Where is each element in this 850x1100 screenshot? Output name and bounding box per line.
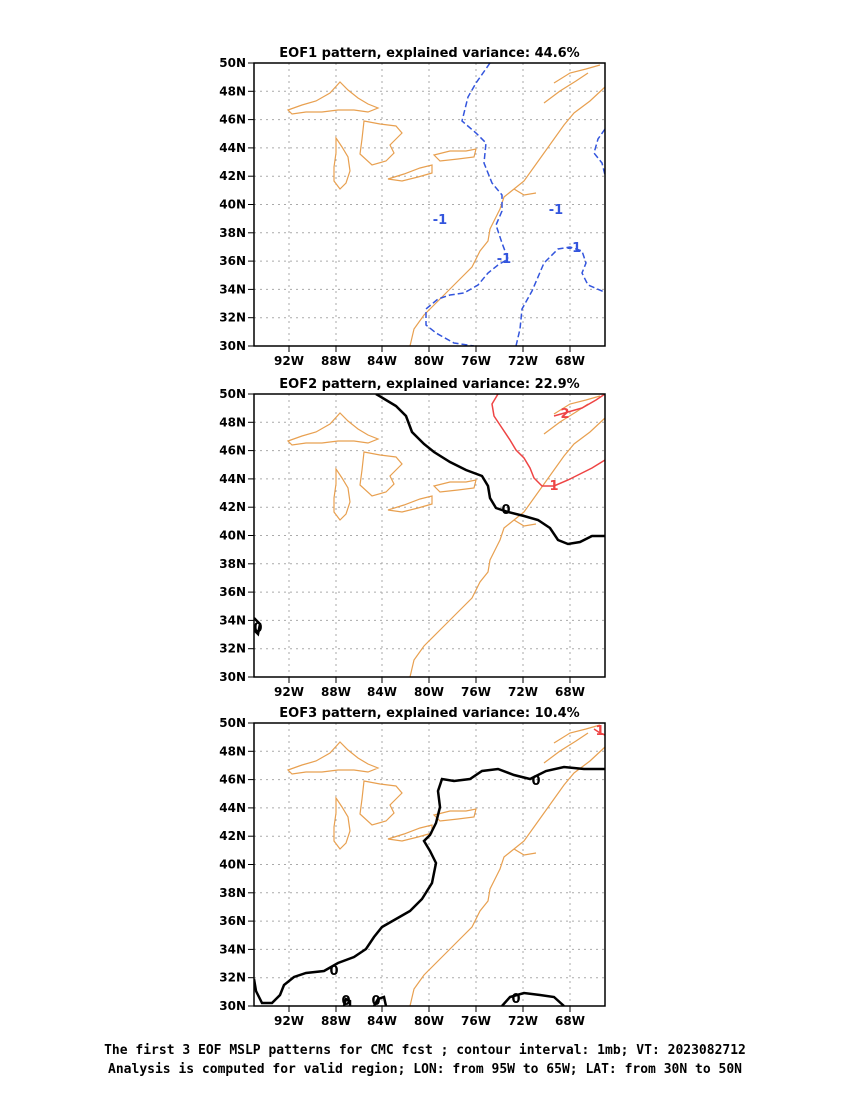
contour-line xyxy=(593,728,605,736)
lat-tick-label: 48N xyxy=(219,744,246,758)
lon-tick-label: 92W xyxy=(274,685,304,699)
panel-eof1: EOF1 pattern, explained variance: 44.6% -… xyxy=(219,46,606,368)
contour-label: 1 xyxy=(595,724,604,739)
lon-tick-label: 80W xyxy=(414,1014,444,1028)
lon-tick-label: 68W xyxy=(555,685,585,699)
lat-tick-label: 38N xyxy=(219,226,246,240)
lat-tick-label: 36N xyxy=(219,254,246,268)
contour-line xyxy=(342,997,352,1006)
lon-tick-label: 88W xyxy=(321,1014,351,1028)
lat-tick-label: 38N xyxy=(219,886,246,900)
lon-tick-label: 84W xyxy=(367,1014,397,1028)
lat-tick-label: 44N xyxy=(219,801,246,815)
lat-tick-label: 50N xyxy=(219,56,246,70)
contour-label: -1 xyxy=(497,252,511,267)
lon-tick-label: 88W xyxy=(321,685,351,699)
lat-tick-label: 46N xyxy=(219,444,246,458)
lat-tick-label: 46N xyxy=(219,113,246,127)
lon-tick-label: 68W xyxy=(555,354,585,368)
panel-title: EOF3 pattern, explained variance: 10.4% xyxy=(279,706,579,721)
lon-tick-label: 72W xyxy=(508,685,538,699)
lat-tick-label: 34N xyxy=(219,942,246,956)
contour-label: 1 xyxy=(549,479,558,494)
lon-tick-label: 72W xyxy=(508,1014,538,1028)
contour-label: 0 xyxy=(501,503,510,518)
contour-line xyxy=(491,394,605,487)
lat-tick-label: 40N xyxy=(219,529,246,543)
lat-tick-label: 40N xyxy=(219,198,246,212)
lat-tick-label: 38N xyxy=(219,557,246,571)
contour-label: 2 xyxy=(560,407,569,422)
contour-line xyxy=(515,246,605,346)
lat-tick-label: 32N xyxy=(219,971,246,985)
contour-label: 0 xyxy=(329,964,338,979)
lat-tick-label: 30N xyxy=(219,339,246,353)
contour-label: -1 xyxy=(549,203,563,218)
lat-tick-label: 36N xyxy=(219,914,246,928)
lon-tick-label: 80W xyxy=(414,685,444,699)
contour-label: -1 xyxy=(567,241,581,256)
lon-tick-label: 68W xyxy=(555,1014,585,1028)
lat-tick-label: 42N xyxy=(219,169,246,183)
map-area: 2 1 0 0 xyxy=(253,394,605,677)
lon-tick-label: 88W xyxy=(321,354,351,368)
lat-tick-label: 46N xyxy=(219,773,246,787)
lat-tick-label: 32N xyxy=(219,311,246,325)
lat-tick-label: 48N xyxy=(219,415,246,429)
lon-tick-label: 92W xyxy=(274,1014,304,1028)
lat-tick-label: 36N xyxy=(219,585,246,599)
lat-tick-label: 32N xyxy=(219,642,246,656)
lat-tick-label: 44N xyxy=(219,141,246,155)
lon-tick-label: 72W xyxy=(508,354,538,368)
lat-tick-label: 50N xyxy=(219,716,246,730)
lat-tick-label: 40N xyxy=(219,858,246,872)
lon-tick-label: 84W xyxy=(367,354,397,368)
contour-line xyxy=(375,394,605,546)
contour-label: 0 xyxy=(341,994,350,1009)
lat-tick-label: 42N xyxy=(219,829,246,843)
contour-line xyxy=(372,995,388,1006)
lon-tick-label: 76W xyxy=(461,354,491,368)
panel-eof3: EOF3 pattern, explained variance: 10.4% 1… xyxy=(219,706,606,1028)
lat-tick-label: 48N xyxy=(219,84,246,98)
panel-eof2: EOF2 pattern, explained variance: 22.9% 2… xyxy=(219,377,606,699)
lon-tick-label: 80W xyxy=(414,354,444,368)
contour-line xyxy=(254,617,262,637)
lat-tick-label: 30N xyxy=(219,670,246,684)
caption-line-2: Analysis is computed for valid region; L… xyxy=(108,1062,742,1077)
lat-tick-label: 34N xyxy=(219,613,246,627)
lon-tick-label: 76W xyxy=(461,1014,491,1028)
lat-tick-label: 30N xyxy=(219,999,246,1013)
contour-label: 0 xyxy=(511,992,520,1007)
contour-line xyxy=(501,991,565,1006)
lat-tick-label: 42N xyxy=(219,500,246,514)
contour-label: 0 xyxy=(371,994,380,1009)
lat-tick-label: 34N xyxy=(219,282,246,296)
map-area: -1 -1 -1 -1 xyxy=(254,63,605,346)
contour-line xyxy=(553,394,605,417)
contour-line xyxy=(254,765,605,1005)
lon-tick-label: 76W xyxy=(461,685,491,699)
contour-label: -1 xyxy=(433,213,447,228)
lon-tick-label: 92W xyxy=(274,354,304,368)
panel-title: EOF2 pattern, explained variance: 22.9% xyxy=(279,377,579,392)
contour-label: 0 xyxy=(531,774,540,789)
panel-title: EOF1 pattern, explained variance: 44.6% xyxy=(279,46,579,61)
lat-tick-label: 50N xyxy=(219,387,246,401)
caption-line-1: The first 3 EOF MSLP patterns for CMC fc… xyxy=(104,1043,746,1058)
contour-label: 0 xyxy=(253,621,262,636)
lat-tick-label: 44N xyxy=(219,472,246,486)
lon-tick-label: 84W xyxy=(367,685,397,699)
